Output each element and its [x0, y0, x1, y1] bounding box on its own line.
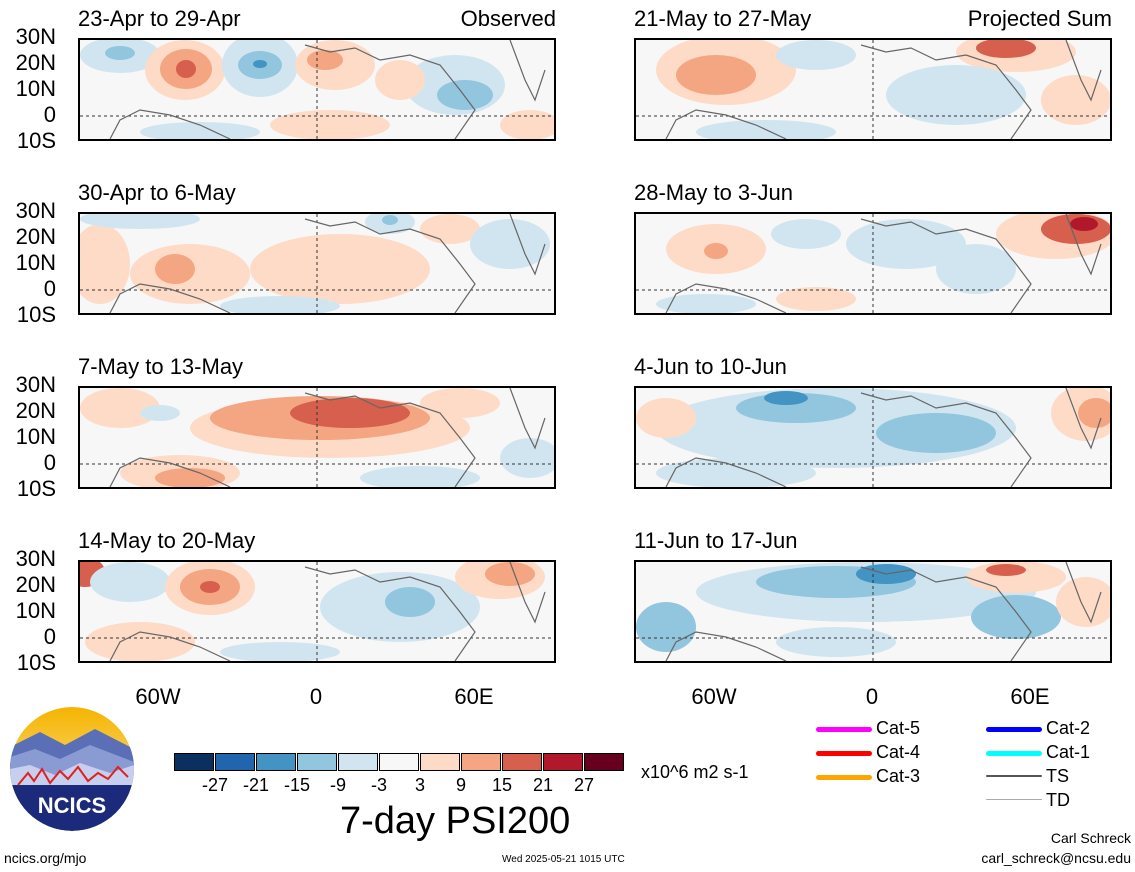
legend-line-cat2 [986, 727, 1042, 732]
lon-label: 60E [1010, 684, 1050, 709]
legend-line-ts [986, 775, 1042, 777]
colorbar-swatch [502, 753, 542, 771]
legend-line-cat1 [986, 751, 1042, 756]
legend-label: Cat-1 [1046, 742, 1091, 762]
legend-line-td [986, 799, 1042, 800]
footer-url[interactable]: ncics.org/mjo [4, 850, 87, 866]
psi-map [78, 38, 556, 141]
legend-label: Cat-4 [876, 742, 921, 762]
lat-label: 10S [16, 476, 56, 501]
lat-label: 20N [15, 398, 56, 423]
colorbar-tick: -15 [283, 775, 310, 795]
panel-title: 14-May to 20-May [78, 528, 256, 553]
panel-title: 28-May to 3-Jun [634, 180, 793, 205]
colorbar-tick: 9 [455, 775, 466, 795]
lat-label: 10N [15, 598, 56, 623]
lon-label: 0 [309, 684, 323, 709]
colorbar-swatch [543, 753, 583, 771]
psi-map [634, 212, 1112, 315]
colorbar-tick: 27 [573, 775, 595, 795]
psi-map [634, 386, 1112, 489]
lon-label: 60W [691, 684, 737, 709]
main-title: 7-day PSI200 [340, 800, 571, 842]
ncics-logo: NCICS [10, 707, 134, 831]
panel-title: 11-Jun to 17-Jun [634, 528, 798, 553]
psi-map [78, 386, 556, 489]
colorbar-swatch [379, 753, 419, 771]
lat-label: 10S [16, 302, 56, 327]
legend-label: Cat-3 [876, 766, 921, 786]
logo-text: NCICS [38, 793, 106, 818]
lat-label: 0 [43, 450, 56, 475]
footer-timestamp: Wed 2025-05-21 1015 UTC [502, 854, 625, 865]
lat-label: 10S [16, 650, 56, 675]
lat-label: 30N [15, 198, 56, 223]
lat-label: 10N [15, 76, 56, 101]
panel-title: 7-May to 13-May [78, 354, 244, 379]
colorbar-swatch [461, 753, 501, 771]
psi-map [634, 560, 1112, 663]
lon-label: 60E [454, 684, 494, 709]
lat-label: 10N [15, 424, 56, 449]
legend-line-cat3 [816, 775, 872, 780]
colorbar-tick: -3 [370, 775, 387, 795]
lat-label: 20N [15, 224, 56, 249]
lat-label: 30N [15, 372, 56, 397]
colorbar-swatch [584, 753, 624, 771]
panel-title: 30-Apr to 6-May [78, 180, 236, 205]
lat-label: 30N [15, 24, 56, 49]
lat-label: 20N [15, 50, 56, 75]
legend-label: TS [1046, 766, 1070, 786]
projected-label: Projected Sum [967, 6, 1112, 31]
lon-label: 0 [865, 684, 879, 709]
colorbar-swatch [256, 753, 296, 771]
colorbar-tick: 21 [532, 775, 554, 795]
lat-label: 10S [16, 128, 56, 153]
legend-label: Cat-2 [1046, 718, 1091, 738]
colorbar-swatch [338, 753, 378, 771]
panel-title: 4-Jun to 10-Jun [634, 354, 787, 379]
units-label: x10^6 m2 s-1 [641, 762, 749, 782]
footer-author: Carl Schreck [1050, 830, 1131, 846]
lat-label: 30N [15, 546, 56, 571]
lat-label: 0 [43, 102, 56, 127]
panel-title: 23-Apr to 29-Apr [78, 6, 241, 31]
colorbar-tick: -21 [242, 775, 269, 795]
colorbar-tick: -9 [329, 775, 346, 795]
legend-line-cat4 [816, 751, 872, 756]
colorbar-swatch [215, 753, 255, 771]
lat-label: 0 [43, 624, 56, 649]
colorbar-swatch [420, 753, 460, 771]
lat-label: 10N [15, 250, 56, 275]
psi-map [634, 38, 1112, 141]
legend-label: Cat-5 [876, 718, 921, 738]
lon-label: 60W [135, 684, 181, 709]
lat-label: 20N [15, 572, 56, 597]
lat-label: 0 [43, 276, 56, 301]
legend-label: TD [1046, 790, 1070, 810]
legend-line-cat5 [816, 727, 872, 732]
colorbar-tick: 3 [414, 775, 425, 795]
psi-map [78, 212, 556, 315]
observed-label: Observed [460, 6, 556, 31]
colorbar-tick: -27 [201, 775, 228, 795]
colorbar-swatch [297, 753, 337, 771]
panel-title: 21-May to 27-May [634, 6, 812, 31]
psi-map [78, 560, 556, 663]
footer-email[interactable]: carl_schreck@ncsu.edu [981, 850, 1131, 866]
colorbar-tick: 15 [491, 775, 513, 795]
colorbar-swatch [174, 753, 214, 771]
